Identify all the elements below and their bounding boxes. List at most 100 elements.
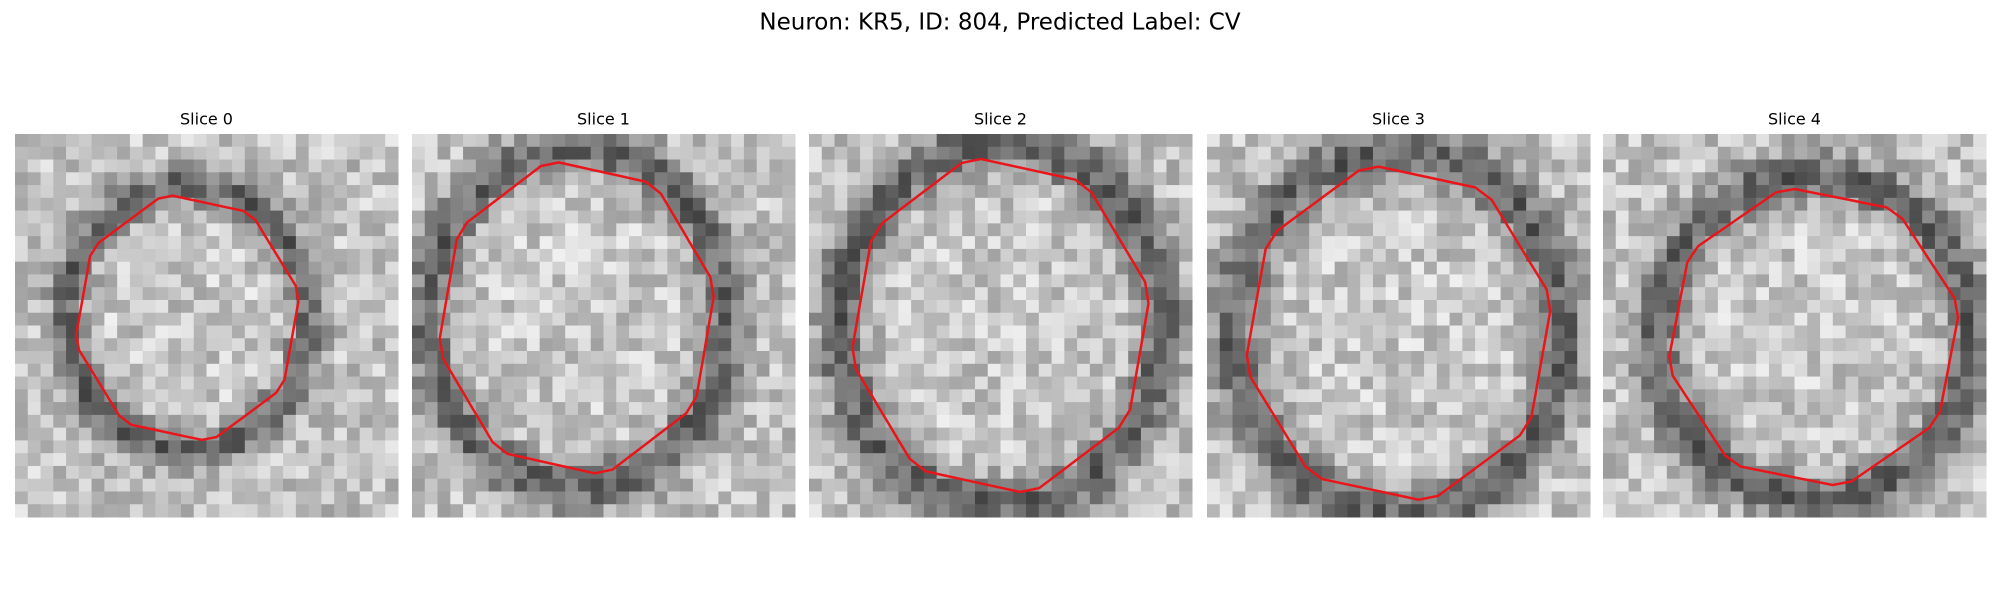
pixel [974, 236, 989, 250]
pixel [1245, 453, 1259, 467]
pixel [1245, 504, 1259, 518]
pixel [40, 223, 54, 237]
pixel [782, 223, 796, 237]
pixel [1551, 210, 1565, 224]
pixel [949, 351, 963, 365]
pixel [219, 312, 233, 326]
pixel [885, 504, 899, 518]
pixel [1334, 338, 1348, 352]
pixel [782, 287, 796, 301]
pixel [718, 427, 732, 441]
pixel [1398, 402, 1412, 416]
pixel [1064, 210, 1078, 224]
pixel [359, 351, 373, 365]
pixel [577, 287, 592, 301]
pixel [1883, 299, 1898, 314]
pixel [1654, 236, 1668, 250]
pixel [1654, 299, 1668, 314]
pixel [27, 465, 42, 480]
pixel [1960, 465, 1974, 480]
pixel [1960, 185, 1974, 199]
pixel [219, 465, 233, 480]
pixel [629, 210, 643, 224]
pixel [782, 325, 796, 339]
pixel [809, 274, 823, 288]
pixel [1871, 287, 1885, 301]
pixel [1207, 172, 1221, 186]
pixel [117, 172, 131, 186]
pixel [270, 325, 284, 339]
pixel [743, 427, 758, 441]
pixel [1526, 159, 1540, 173]
pixel [1064, 414, 1078, 429]
pixel [1538, 402, 1553, 416]
pixel [1334, 325, 1348, 339]
pixel [1858, 261, 1872, 275]
pixel [1436, 197, 1451, 212]
pixel [1973, 312, 1987, 326]
pixel [1179, 363, 1193, 378]
pixel [1756, 402, 1770, 416]
pixel [872, 376, 887, 390]
pixel [1960, 453, 1974, 467]
pixel [962, 248, 976, 263]
pixel [872, 236, 887, 250]
pixel [667, 185, 681, 199]
pixel [27, 389, 42, 403]
pixel [1500, 261, 1514, 275]
pixel [718, 159, 732, 173]
pixel [1717, 312, 1732, 326]
pixel [168, 478, 182, 492]
pixel [974, 299, 989, 314]
pixel [1832, 299, 1847, 314]
pixel [437, 248, 451, 263]
pixel [1794, 134, 1808, 148]
pixel [1487, 414, 1502, 429]
pixel [911, 389, 925, 403]
pixel [1717, 236, 1732, 250]
pixel [1705, 134, 1719, 148]
pixel [769, 504, 783, 518]
pixel [1411, 299, 1425, 314]
pixel [385, 197, 399, 212]
pixel [680, 325, 694, 339]
pixel [1538, 465, 1553, 480]
pixel [1360, 185, 1374, 199]
pixel [1462, 414, 1476, 429]
pixel [603, 440, 617, 454]
pixel [1475, 389, 1489, 403]
pixel [1513, 223, 1527, 237]
pixel [1385, 325, 1399, 339]
pixel [1219, 299, 1234, 314]
pixel [463, 465, 477, 480]
pixel [1641, 159, 1655, 173]
pixel [872, 478, 887, 492]
pixel [1871, 299, 1885, 314]
pixel [1896, 146, 1910, 161]
pixel [1385, 402, 1399, 416]
pixel [654, 248, 668, 263]
pixel [590, 402, 604, 416]
pixel [193, 274, 207, 288]
pixel [1883, 274, 1898, 288]
pixel [1013, 478, 1027, 492]
pixel [885, 172, 899, 186]
pixel [334, 491, 348, 505]
pixel [1730, 351, 1744, 365]
pixel [769, 351, 783, 365]
pixel [1551, 402, 1565, 416]
pixel [1794, 146, 1808, 161]
pixel [295, 351, 310, 365]
pixel [1628, 478, 1642, 492]
pixel [1832, 389, 1847, 403]
pixel [718, 325, 732, 339]
pixel [1551, 197, 1565, 212]
pixel [718, 134, 732, 148]
pixel [1947, 134, 1961, 148]
pixel [949, 299, 963, 314]
pixel [1641, 274, 1655, 288]
pixel [53, 261, 67, 275]
pixel [1128, 363, 1142, 378]
pixel [987, 351, 1001, 365]
pixel [641, 197, 656, 212]
